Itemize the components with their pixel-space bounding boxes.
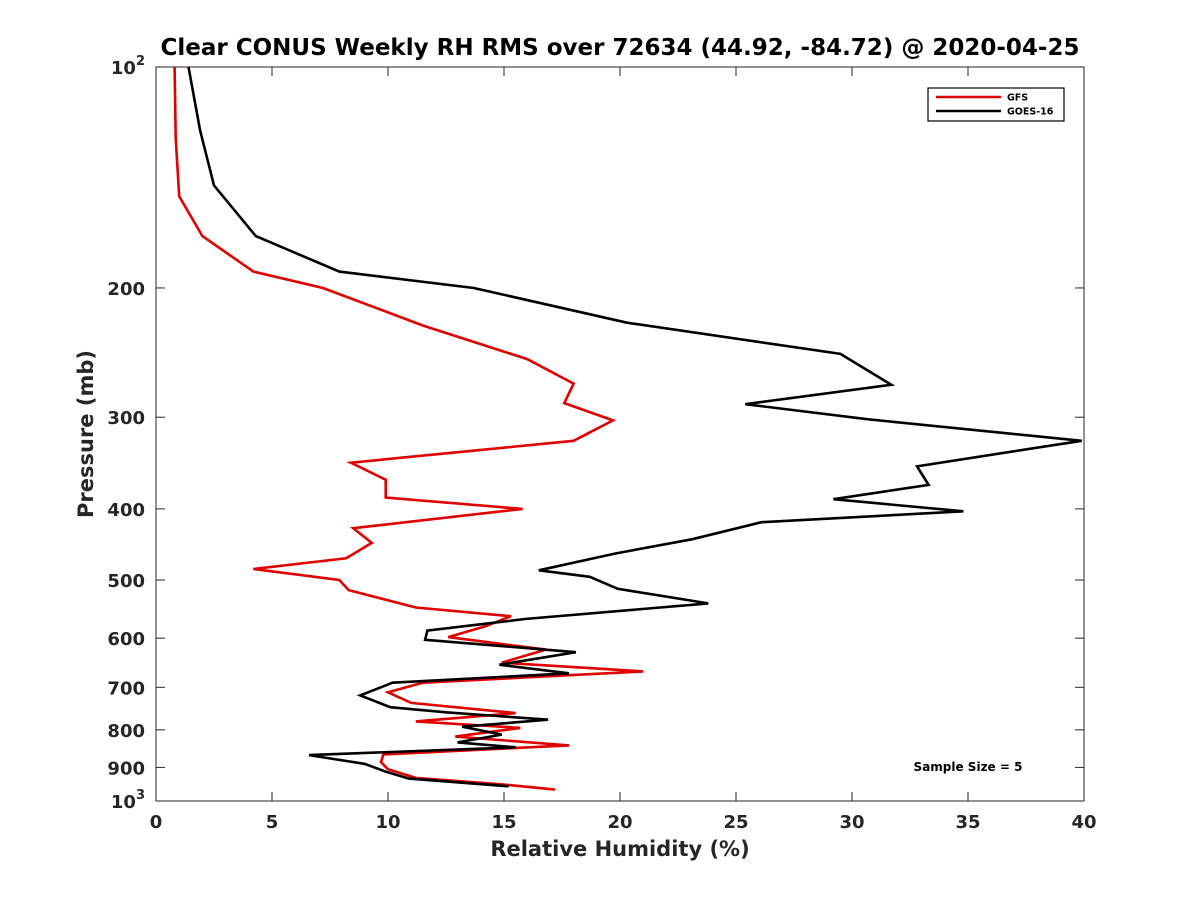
sample-size-annotation: Sample Size = 5: [914, 760, 1023, 774]
y-tick-label: 600: [107, 629, 145, 650]
x-tick-label: 0: [150, 812, 163, 833]
series-line-gfs: [173, 66, 644, 791]
legend-label-gfs: GFS: [1007, 93, 1028, 104]
x-tick-label: 10: [375, 812, 400, 833]
chart-title: Clear CONUS Weekly RH RMS over 72634 (44…: [161, 35, 1080, 61]
y-tick-label: 900: [107, 758, 145, 779]
x-tick-label: 40: [1071, 812, 1096, 833]
y-tick-label: 200: [107, 279, 145, 300]
x-tick-label: 30: [839, 812, 864, 833]
y-tick-label: 700: [107, 678, 145, 699]
plot-area: 0 5 10 15 20 25 30 35 40 102 200 300 400 500 600 700 80…: [107, 54, 1096, 833]
x-tick-label: 5: [266, 812, 279, 833]
y-tick-label: 800: [107, 721, 145, 742]
x-tick-label: 20: [607, 812, 632, 833]
legend-label-goes-16: GOES-16: [1007, 107, 1054, 118]
y-axis-ticks: 102 200 300 400 500 600 700 800 900 103: [107, 54, 1084, 813]
legend-items: GFS GOES-16: [936, 93, 1054, 118]
series-line-goes-16: [187, 66, 1082, 788]
x-tick-label: 15: [491, 812, 516, 833]
y-tick-label: 103: [111, 788, 145, 813]
series-layer: [173, 66, 1082, 791]
x-tick-label: 25: [723, 812, 748, 833]
y-tick-label: 300: [107, 408, 145, 429]
legend: GFS GOES-16: [927, 87, 1065, 122]
y-tick-label: 400: [107, 500, 145, 521]
x-axis-ticks: 0 5 10 15 20 25 30 35 40: [150, 67, 1097, 833]
y-axis-label: Pressure (mb): [74, 350, 98, 518]
legend-box: [927, 87, 1065, 122]
y-tick-label: 102: [111, 54, 145, 79]
x-axis-label: Relative Humidity (%): [490, 837, 749, 861]
y-tick-label: 500: [107, 571, 145, 592]
x-tick-label: 35: [955, 812, 980, 833]
